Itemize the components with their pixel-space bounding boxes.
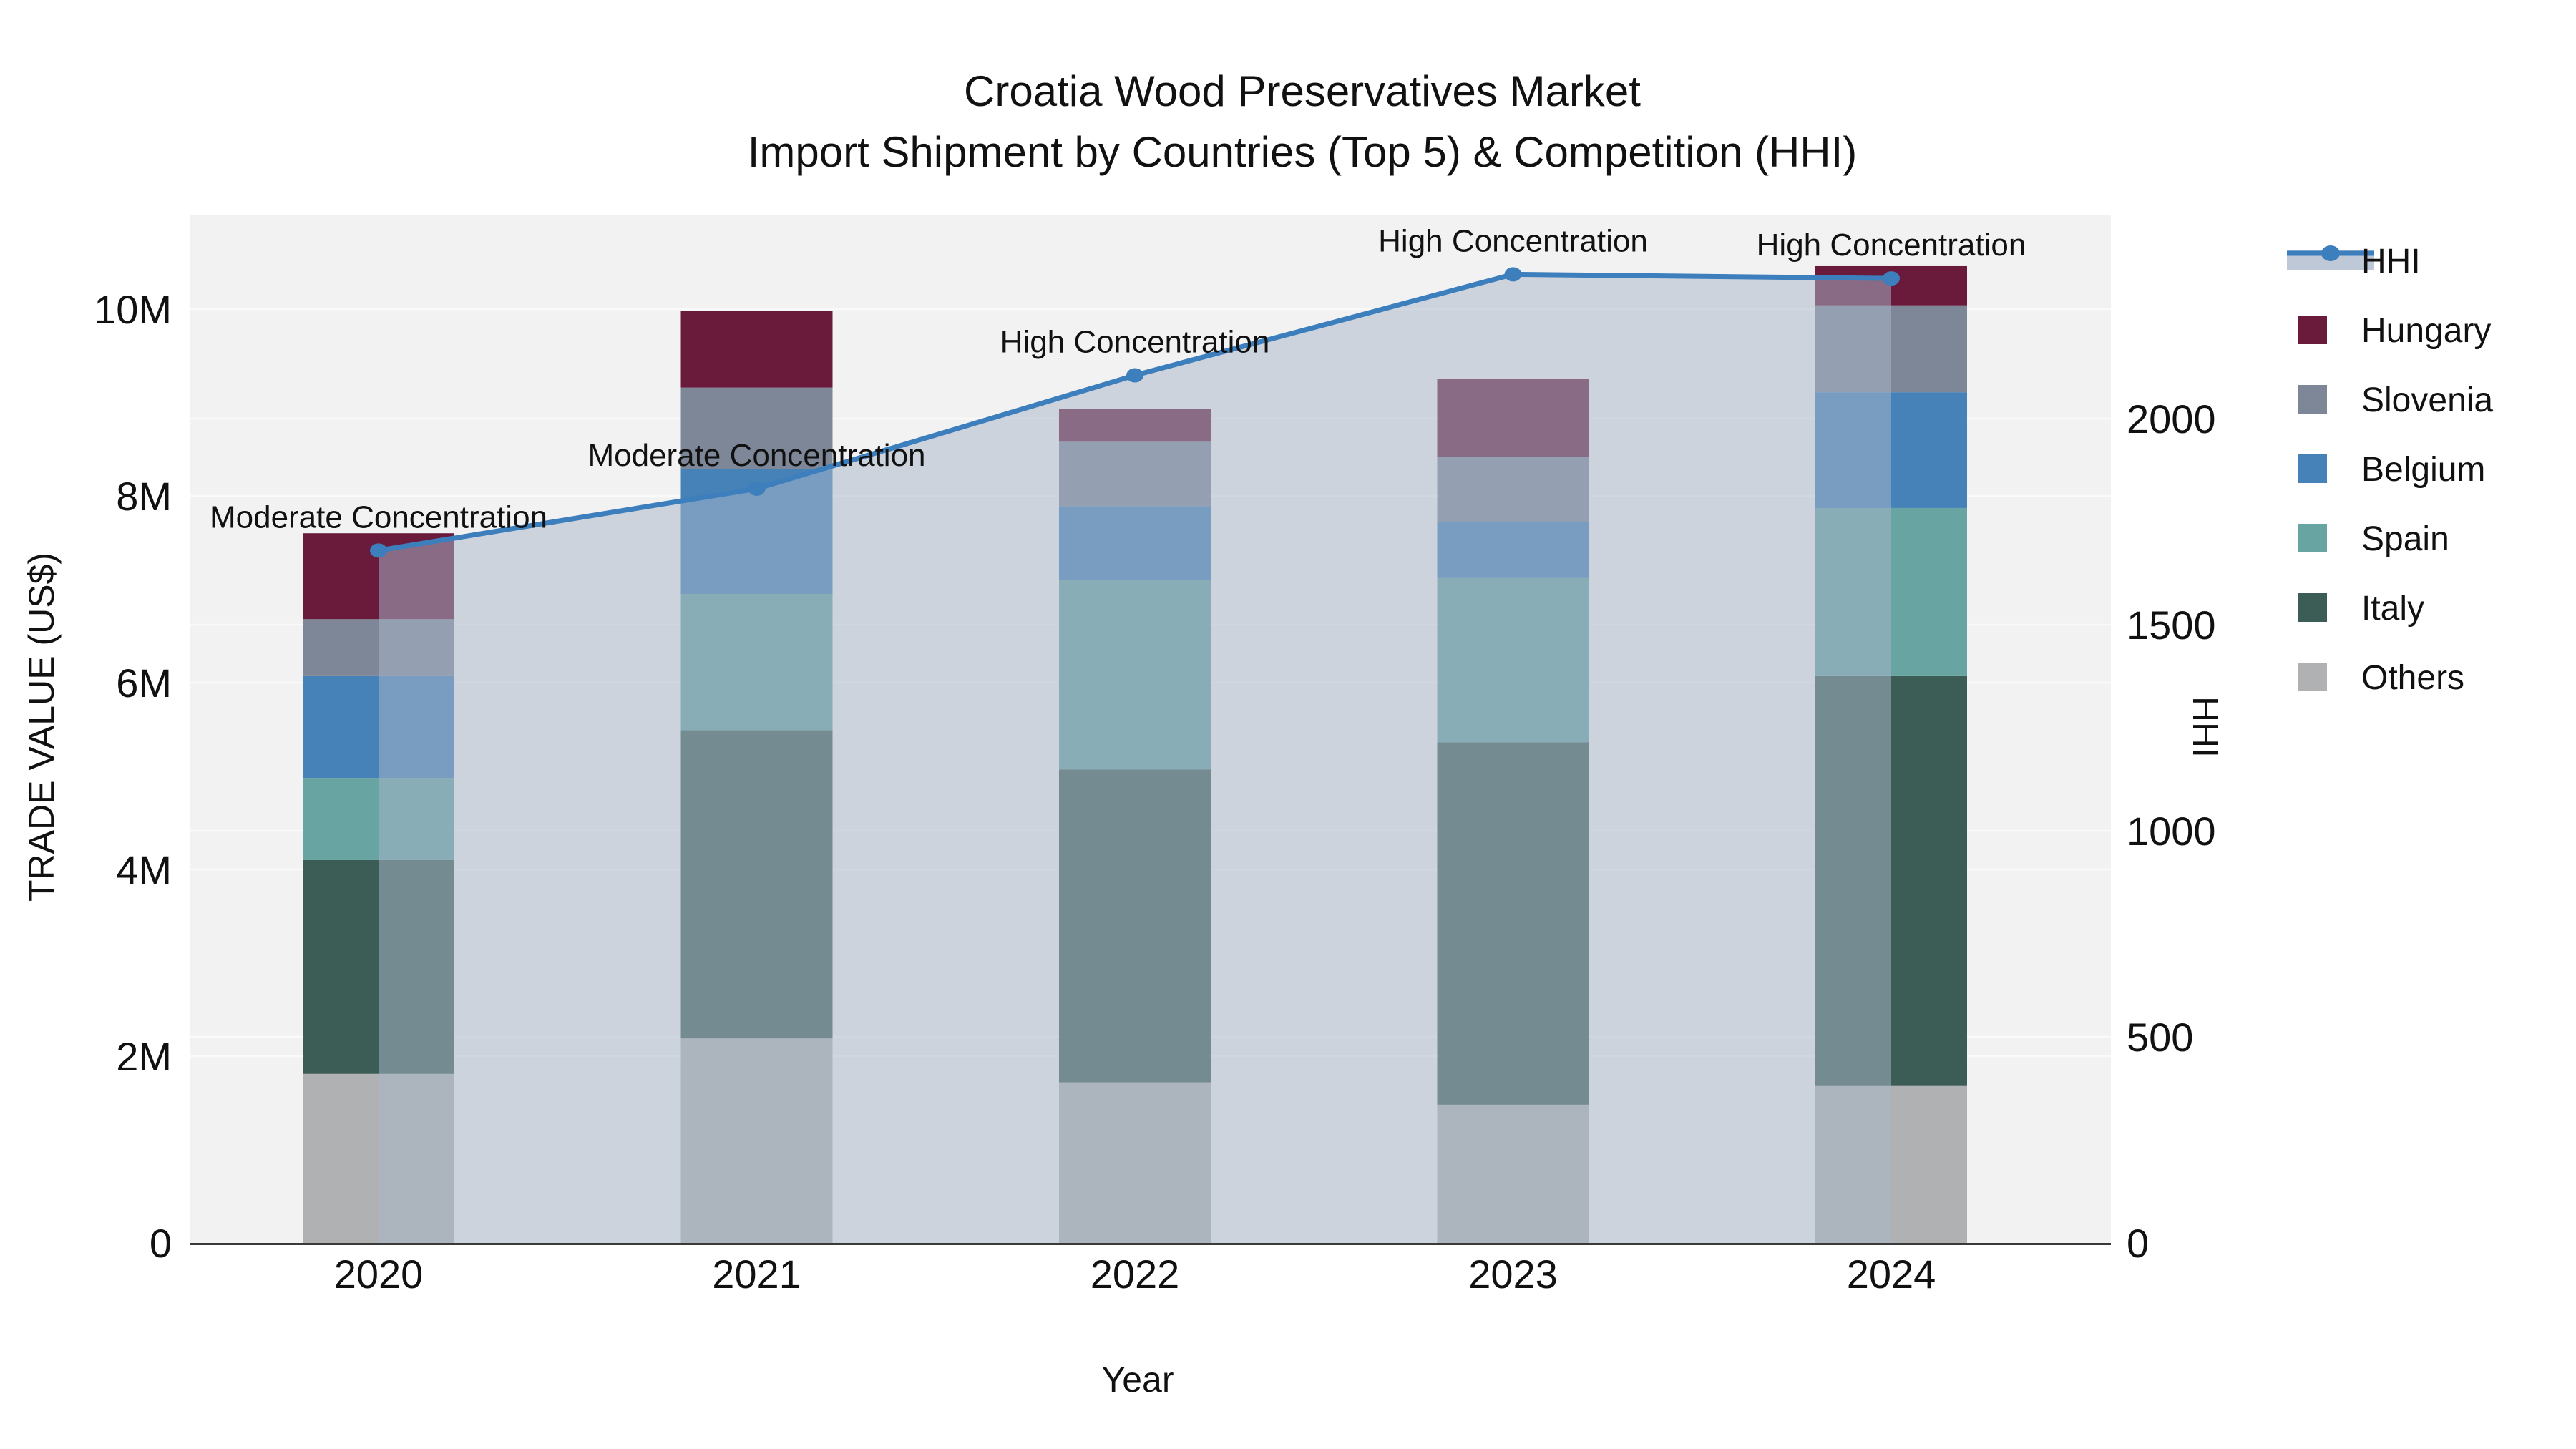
legend-swatch-spain [2298, 524, 2327, 552]
legend-item-spain[interactable]: Spain [2298, 520, 2449, 558]
chart-title-line2: Import Shipment by Countries (Top 5) & C… [748, 128, 1858, 176]
legend-label-italy: Italy [2361, 590, 2424, 628]
legend-item-italy[interactable]: Italy [2298, 590, 2424, 628]
legend-label-spain: Spain [2361, 520, 2449, 558]
legend-label-hhi: HHI [2361, 243, 2421, 280]
annotation-2023: High Concentration [1378, 223, 1648, 258]
x-axis-title: Year [1101, 1360, 1174, 1400]
axis-tick-labels: 0 2M 4M 6M 8M 10M 0 500 1000 1500 2000 2020 2021 2022… [94, 287, 2216, 1297]
y-left-tick-8M: 8M [116, 474, 172, 519]
hhi-point-2024[interactable] [1883, 271, 1900, 286]
y-right-tick-0: 0 [2127, 1221, 2149, 1266]
legend-swatch-others [2298, 663, 2327, 691]
y-right-tick-2000: 2000 [2127, 396, 2216, 441]
y-left-tick-6M: 6M [116, 660, 172, 706]
chart-title-line1: Croatia Wood Preservatives Market [964, 67, 1641, 115]
y-right-tick-1000: 1000 [2127, 809, 2216, 854]
annotations: Moderate Concentration Moderate Concentra… [210, 223, 2026, 535]
hhi-point-2022[interactable] [1126, 368, 1143, 383]
y-left-tick-0: 0 [150, 1221, 172, 1266]
hhi-line [370, 267, 1900, 558]
bar-segment-2021-hungary[interactable] [680, 311, 833, 388]
legend-swatch-slovenia [2298, 385, 2327, 414]
x-tick-2021: 2021 [712, 1252, 801, 1297]
legend-item-hhi[interactable]: HHI [2287, 243, 2421, 280]
legend-hhi-marker-icon [2321, 245, 2340, 261]
legend-item-belgium[interactable]: Belgium [2298, 451, 2485, 489]
annotation-2021: Moderate Concentration [587, 438, 925, 473]
hhi-point-2021[interactable] [748, 481, 766, 496]
legend-item-hungary[interactable]: Hungary [2298, 312, 2491, 350]
hhi-point-2023[interactable] [1504, 267, 1522, 282]
legend-label-others: Others [2361, 659, 2464, 697]
x-tick-2024: 2024 [1847, 1252, 1936, 1297]
legend-label-belgium: Belgium [2361, 451, 2485, 489]
annotation-2020: Moderate Concentration [210, 499, 547, 535]
y-right-axis-title: HHI [2185, 696, 2225, 758]
legend-label-slovenia: Slovenia [2361, 381, 2493, 419]
y-left-tick-10M: 10M [94, 287, 172, 332]
legend-label-hungary: Hungary [2361, 312, 2491, 350]
y-left-tick-2M: 2M [116, 1034, 172, 1079]
y-left-axis-title: TRADE VALUE (US$) [21, 552, 62, 902]
legend-item-others[interactable]: Others [2298, 659, 2464, 697]
y-right-tick-1500: 1500 [2127, 602, 2216, 648]
hhi-area-polygon [379, 274, 1891, 1243]
hhi-point-2020[interactable] [370, 543, 387, 558]
legend: HHI Hungary Slovenia Belgium Spain Italy Other… [2287, 243, 2493, 697]
x-tick-2022: 2022 [1091, 1252, 1180, 1297]
hhi-area-fill [379, 274, 1891, 1243]
annotation-2024: High Concentration [1757, 228, 2026, 263]
legend-item-slovenia[interactable]: Slovenia [2298, 381, 2493, 419]
bar-segment-2021-slovenia[interactable] [680, 387, 833, 469]
legend-swatch-italy [2298, 593, 2327, 622]
legend-swatch-hungary [2298, 316, 2327, 344]
x-tick-2023: 2023 [1468, 1252, 1558, 1297]
y-right-tick-500: 500 [2127, 1015, 2193, 1060]
annotation-2022: High Concentration [1000, 325, 1270, 360]
x-tick-2020: 2020 [334, 1252, 424, 1297]
y-left-tick-4M: 4M [116, 847, 172, 892]
legend-swatch-belgium [2298, 454, 2327, 483]
